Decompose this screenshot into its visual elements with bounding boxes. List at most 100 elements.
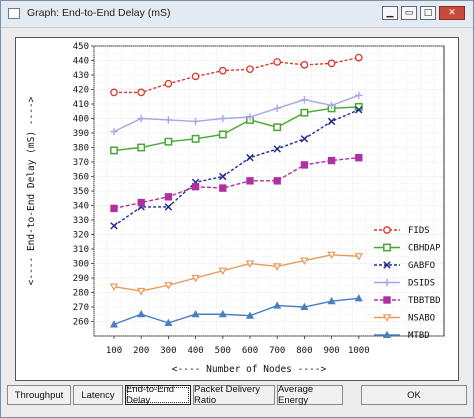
chart-frame: 260 270 280 290 300 310 320 330 340 350 360 370 380 3… <box>15 37 459 381</box>
data-point <box>246 177 254 185</box>
y-tick-label: 260 <box>73 318 89 328</box>
legend-marker <box>383 226 391 234</box>
data-point <box>327 251 336 260</box>
ok-button[interactable]: OK <box>361 385 467 405</box>
data-point <box>191 310 200 318</box>
y-axis-label: <---- End-to-End Delay (mS) ----> <box>26 96 37 285</box>
x-tick-label: 400 <box>187 346 203 356</box>
data-point <box>137 114 145 123</box>
data-point <box>136 287 146 296</box>
data-point <box>109 283 119 292</box>
data-point <box>137 88 146 97</box>
data-point <box>191 72 200 81</box>
y-tick-label: 420 <box>73 86 89 96</box>
y-tick-label: 280 <box>73 289 89 299</box>
data-point <box>246 113 254 121</box>
tab-average-energy[interactable]: Average Energy <box>277 384 343 406</box>
data-point <box>273 177 281 185</box>
series-line <box>113 106 359 152</box>
legend-label: MTBD <box>408 331 430 341</box>
series-gabfo <box>110 106 363 230</box>
data-point <box>110 146 118 155</box>
tab-throughput[interactable]: Throughput <box>7 385 71 405</box>
data-point <box>355 106 363 114</box>
line-chart: 260 270 280 290 300 310 320 330 340 350 360 370 380 3… <box>26 42 445 375</box>
restore-icon[interactable]: ▭ <box>401 6 417 20</box>
title-bar[interactable]: Graph: End-to-End Delay (mS) ▁ ▭ □ ✕ <box>1 1 473 28</box>
y-tick-label: 360 <box>73 173 89 183</box>
legend-marker <box>383 296 391 304</box>
tab-end-to-end-delay[interactable]: End-to-End Delay <box>125 384 191 406</box>
data-point <box>327 59 336 68</box>
data-point <box>110 222 118 230</box>
data-point <box>300 135 309 143</box>
data-point <box>164 193 173 201</box>
series-tbbtbd <box>110 153 363 213</box>
data-point <box>273 104 281 113</box>
data-point <box>327 117 336 126</box>
data-point <box>218 310 227 318</box>
series-line <box>113 254 359 292</box>
x-tick-label: 300 <box>160 346 176 356</box>
data-point <box>272 263 282 271</box>
data-point <box>137 198 145 207</box>
minimize-icon[interactable]: ▁ <box>382 6 398 20</box>
series-line <box>113 94 360 133</box>
y-tick-label: 430 <box>73 71 89 81</box>
y-tick-label: 370 <box>73 158 89 168</box>
y-tick-label: 410 <box>73 100 89 110</box>
data-point <box>137 143 146 152</box>
data-point <box>137 310 146 318</box>
series-line <box>113 109 360 227</box>
x-tick-label: 100 <box>106 346 122 356</box>
data-point <box>273 58 282 66</box>
data-point <box>245 260 255 268</box>
data-point <box>110 204 118 213</box>
data-point <box>245 311 255 319</box>
y-tick-label: 270 <box>73 303 89 313</box>
data-point <box>327 101 336 110</box>
data-point <box>191 182 200 191</box>
y-tick-label: 340 <box>73 202 89 212</box>
legend-label: GABFO <box>408 261 435 271</box>
data-point <box>273 123 282 132</box>
data-point <box>355 91 363 99</box>
y-tick-label: 310 <box>73 245 89 255</box>
x-axis-label: <---- Number of Nodes ----> <box>172 364 327 375</box>
series-line <box>113 156 359 210</box>
series-mtbd <box>109 294 363 328</box>
x-tick-label: 500 <box>215 346 231 356</box>
series-line <box>114 56 359 94</box>
data-point <box>164 318 173 327</box>
legend-marker <box>382 314 392 322</box>
legend-marker <box>383 261 391 269</box>
legend-marker <box>382 330 392 339</box>
window-controls: ▁ ▭ □ ✕ <box>382 6 465 22</box>
series-line <box>113 297 359 326</box>
data-point <box>218 267 228 276</box>
data-point <box>273 145 281 153</box>
data-point <box>110 88 118 97</box>
x-tick-label: 200 <box>133 346 149 356</box>
tab-latency[interactable]: Latency <box>73 385 123 405</box>
y-tick-label: 390 <box>73 129 89 139</box>
data-point <box>218 130 227 139</box>
data-point <box>109 320 119 328</box>
window-icon <box>8 8 20 19</box>
y-tick-label: 380 <box>73 144 89 154</box>
legend-label: NSABO <box>408 314 435 324</box>
data-point <box>191 134 200 143</box>
legend: FIDS CBHDAP GABFO DSIDS TBBTBD NSABO MTBD <box>374 226 441 341</box>
data-point <box>300 108 309 117</box>
x-tick-label: 600 <box>242 346 258 356</box>
tab-packet-delivery-ratio[interactable]: Packet Delivery Ratio <box>193 384 275 406</box>
data-point <box>327 296 336 305</box>
data-point <box>164 203 173 211</box>
data-point <box>300 95 309 104</box>
maximize-icon[interactable]: □ <box>420 6 436 20</box>
legend-label: DSIDS <box>408 279 435 289</box>
series-nsabo <box>109 251 364 296</box>
data-point <box>355 153 363 162</box>
close-icon[interactable]: ✕ <box>439 6 465 20</box>
